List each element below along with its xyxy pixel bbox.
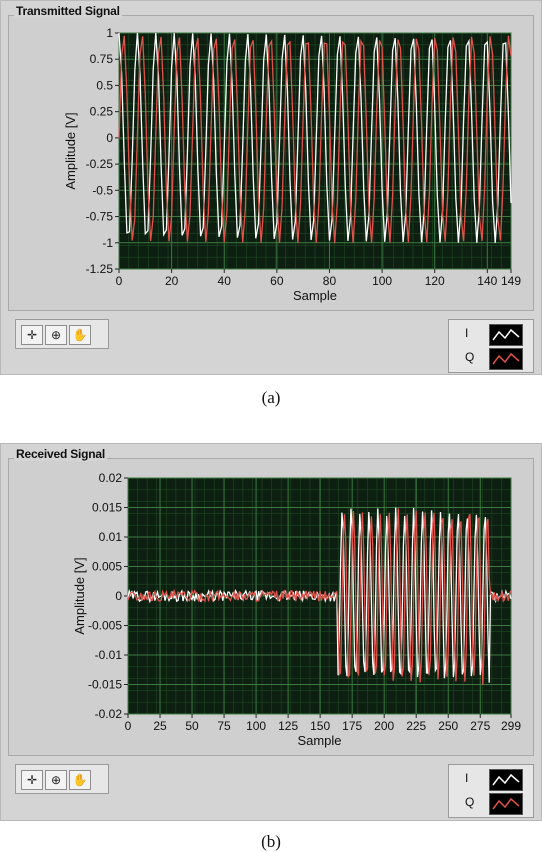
y-axis-label: Amplitude [V]: [72, 557, 87, 634]
y-tick-label: 0.5: [96, 78, 113, 92]
legend-item-q[interactable]: Q: [449, 792, 533, 815]
y-tick-label: -1.25: [86, 262, 114, 276]
pan-hand-icon[interactable]: ✋: [69, 770, 91, 790]
received-signal-panel: 0 25 50 75 100 125 150 175 200 225 250 275 299 0.02 0.…: [0, 443, 542, 821]
x-tick-label: 80: [323, 274, 337, 288]
y-tick-label: -0.01: [95, 648, 123, 662]
y-tick-label: -0.75: [86, 210, 114, 224]
x-tick-label: 200: [374, 719, 394, 733]
y-tick-label: 0.015: [92, 501, 122, 515]
legend-item-i[interactable]: I: [449, 323, 533, 346]
legend-item-q[interactable]: Q: [449, 347, 533, 370]
cursor-move-icon[interactable]: ✛: [21, 325, 43, 345]
zoom-icon[interactable]: ⊕: [45, 325, 67, 345]
legend-label: I: [465, 771, 469, 785]
y-tick-label: 1: [106, 26, 113, 40]
x-tick-label: 150: [310, 719, 330, 733]
y-tick-label: -0.005: [88, 619, 122, 633]
x-tick-label: 25: [153, 719, 167, 733]
zoom-icon[interactable]: ⊕: [45, 770, 67, 790]
x-axis-label: Sample: [293, 288, 337, 303]
legend-label: Q: [465, 350, 475, 364]
series-line-q: [127, 508, 512, 686]
y-tick-label: 0.005: [92, 560, 122, 574]
y-tick-label: -0.015: [88, 678, 122, 692]
y-tick-label: 0: [106, 131, 113, 145]
transmitted-signal-chart: 0 20 40 60 80 100 120 140 149 1 0.75 0.5 0.25 0 -0.25 -…: [63, 26, 521, 303]
graph-palette: ✛ ⊕ ✋: [15, 764, 109, 794]
cursor-move-icon[interactable]: ✛: [21, 770, 43, 790]
x-tick-label: 140: [477, 274, 497, 288]
figure-caption: (a): [261, 388, 281, 407]
x-tick-label: 175: [342, 719, 362, 733]
series-line-q: [118, 35, 512, 243]
x-tick-label: 120: [425, 274, 445, 288]
x-tick-label: 20: [165, 274, 179, 288]
legend-label: I: [465, 326, 469, 340]
transmitted-signal-panel: 0 20 40 60 80 100 120 140 149 1 0.75 0.5 0.25 0 -0.25 -…: [0, 0, 542, 375]
y-tick-label: 0: [115, 589, 122, 603]
x-tick-label: 225: [406, 719, 426, 733]
pan-hand-icon[interactable]: ✋: [69, 325, 91, 345]
legend-swatch-icon: [489, 769, 523, 791]
legend-swatch-icon: [489, 793, 523, 815]
x-tick-label: 60: [270, 274, 284, 288]
x-tick-label: 100: [246, 719, 266, 733]
series-line-i: [118, 32, 512, 243]
x-tick-label: 299: [501, 719, 521, 733]
y-tick-label: 0.01: [99, 530, 123, 544]
figure-caption: (b): [261, 832, 281, 851]
panel-title: Transmitted Signal: [14, 4, 122, 18]
plot-legend: I Q: [448, 319, 534, 373]
y-axis-label: Amplitude [V]: [63, 112, 78, 189]
received-signal-chart: 0 25 50 75 100 125 150 175 200 225 250 275 299 0.02 0.…: [72, 471, 521, 748]
y-tick-label: -0.02: [95, 707, 123, 721]
y-tick-label: 0.25: [90, 105, 114, 119]
y-tick-label: -0.5: [92, 183, 113, 197]
x-tick-label: 125: [278, 719, 298, 733]
x-tick-label: 0: [116, 274, 123, 288]
y-tick-label: 0.75: [90, 52, 114, 66]
plot-legend: I Q: [448, 764, 534, 818]
graph-palette: ✛ ⊕ ✋: [15, 319, 109, 349]
legend-item-i[interactable]: I: [449, 768, 533, 791]
x-tick-label: 275: [470, 719, 490, 733]
y-tick-label: 0.02: [99, 471, 123, 485]
major-grid: [118, 32, 512, 270]
legend-swatch-icon: [489, 348, 523, 370]
x-tick-label: 40: [218, 274, 232, 288]
x-tick-label: 250: [438, 719, 458, 733]
x-axis-label: Sample: [297, 733, 341, 748]
legend-swatch-icon: [489, 324, 523, 346]
y-tick-label: -1: [102, 236, 113, 250]
panel-title: Received Signal: [14, 447, 108, 461]
x-tick-label: 100: [372, 274, 392, 288]
y-tick-label: -0.25: [86, 157, 114, 171]
x-tick-label: 149: [501, 274, 521, 288]
x-tick-label: 0: [125, 719, 132, 733]
x-tick-label: 50: [185, 719, 199, 733]
x-tick-label: 75: [217, 719, 231, 733]
legend-label: Q: [465, 795, 475, 809]
